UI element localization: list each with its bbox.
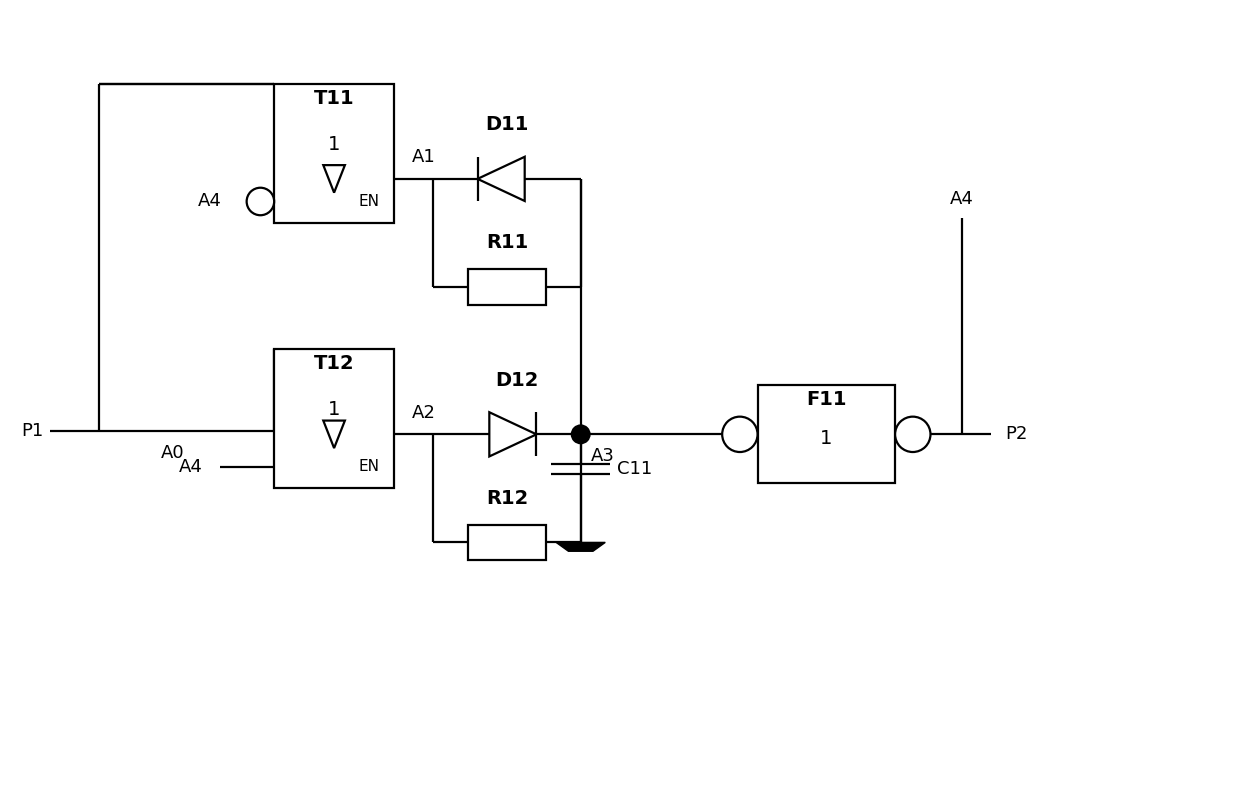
Text: D12: D12 xyxy=(495,371,538,390)
Text: P1: P1 xyxy=(21,422,43,441)
Bar xyxy=(467,525,547,560)
Text: T12: T12 xyxy=(314,354,355,373)
Text: 1: 1 xyxy=(327,400,340,419)
Text: R11: R11 xyxy=(486,233,528,252)
Text: T11: T11 xyxy=(314,89,355,108)
Circle shape xyxy=(572,426,589,443)
Text: EN: EN xyxy=(358,459,379,474)
Text: F11: F11 xyxy=(806,391,847,410)
Text: EN: EN xyxy=(358,194,379,209)
Text: R12: R12 xyxy=(486,488,528,507)
Polygon shape xyxy=(556,542,605,551)
Text: A2: A2 xyxy=(412,403,435,422)
Circle shape xyxy=(722,417,758,452)
Text: 1: 1 xyxy=(327,135,340,154)
Text: A1: A1 xyxy=(412,148,435,166)
Text: P2: P2 xyxy=(1004,426,1027,443)
Text: A3: A3 xyxy=(590,447,614,465)
Text: A4: A4 xyxy=(179,458,202,476)
Text: A4: A4 xyxy=(950,190,973,207)
Text: D11: D11 xyxy=(485,115,528,134)
Bar xyxy=(467,269,547,305)
Circle shape xyxy=(247,187,274,215)
Text: A0: A0 xyxy=(161,444,185,462)
Bar xyxy=(274,83,394,223)
Circle shape xyxy=(895,417,930,452)
Bar xyxy=(274,349,394,488)
Text: C11: C11 xyxy=(618,460,652,478)
Text: A4: A4 xyxy=(198,192,222,210)
Text: 1: 1 xyxy=(820,429,832,448)
Bar xyxy=(758,385,895,484)
